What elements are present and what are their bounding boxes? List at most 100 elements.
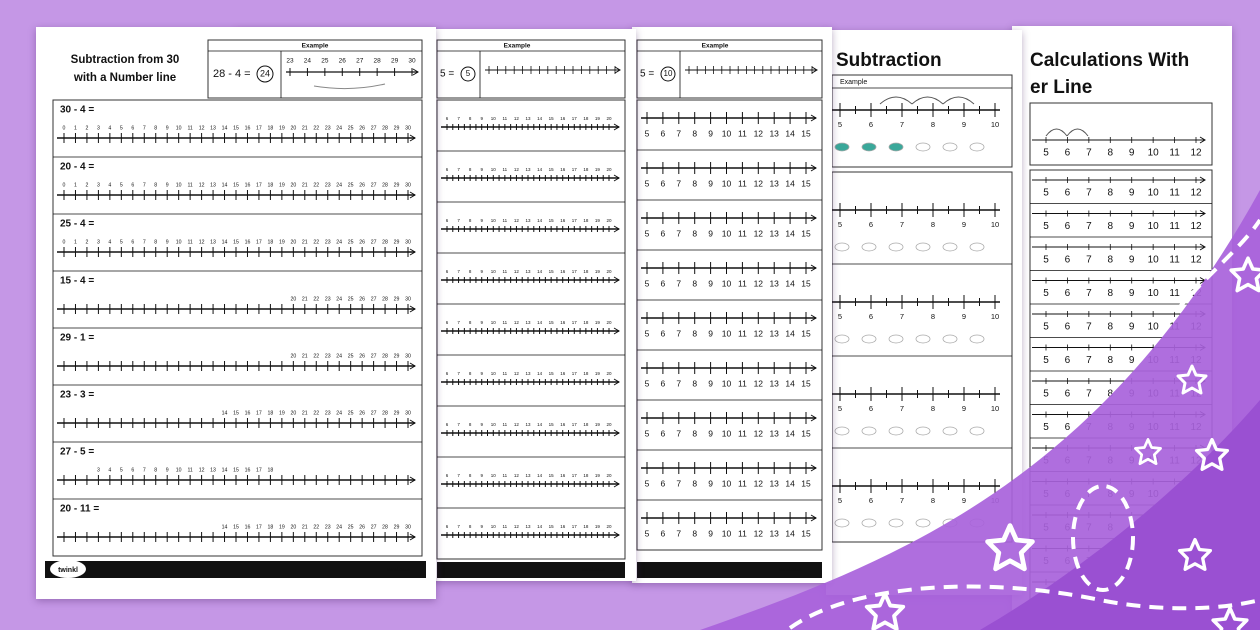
arrow xyxy=(409,533,416,541)
text: 14 xyxy=(537,422,543,427)
text: 9 xyxy=(708,328,713,338)
text: 20 xyxy=(290,353,296,359)
text: 9 xyxy=(480,269,483,274)
text: 30 xyxy=(405,410,411,416)
hop-arc xyxy=(313,83,386,90)
text: 16 xyxy=(560,473,566,478)
text: 8 xyxy=(469,524,472,529)
text: 10 xyxy=(491,473,497,478)
text: 9 xyxy=(962,120,966,129)
text: 17 xyxy=(572,524,578,529)
text: 25 xyxy=(321,58,329,65)
text: 25 xyxy=(348,296,354,302)
text: 19 xyxy=(279,125,285,131)
text: 10 xyxy=(722,178,732,188)
text: 20 xyxy=(606,371,612,376)
text: 22 xyxy=(313,239,319,245)
text: 5 xyxy=(645,178,650,188)
text: 29 xyxy=(394,410,400,416)
text: twinkl.co.uk xyxy=(387,567,411,572)
text: 6 xyxy=(446,269,449,274)
text: 11 xyxy=(738,228,747,238)
text: 23 xyxy=(325,239,331,245)
text: 18 xyxy=(268,524,274,530)
text: 10 xyxy=(991,404,999,413)
text: 17 xyxy=(572,473,578,478)
text: 22 xyxy=(313,524,319,530)
text: 6 xyxy=(1065,355,1071,366)
text: 11 xyxy=(503,320,508,325)
arrow xyxy=(1199,136,1206,144)
text: 29 xyxy=(394,125,400,131)
text: 2 xyxy=(85,239,88,245)
text: 15 xyxy=(549,218,555,223)
text: 19 xyxy=(279,239,285,245)
text: 7 xyxy=(676,228,681,238)
hop-arc xyxy=(911,96,944,105)
text: 12 xyxy=(754,428,764,438)
arrow xyxy=(613,225,620,233)
arrow xyxy=(412,68,419,76)
text: 7 xyxy=(457,320,460,325)
text: 7 xyxy=(1086,221,1092,232)
text: 10 xyxy=(722,228,732,238)
text: 6 xyxy=(446,218,449,223)
text: 30 xyxy=(405,296,411,302)
sweet-icon xyxy=(915,518,931,528)
text: 5 xyxy=(120,239,123,245)
text: 24 xyxy=(336,353,342,359)
sweet-icon xyxy=(861,242,877,252)
arrow xyxy=(810,264,817,272)
text: 7 xyxy=(457,116,460,121)
text: 14 xyxy=(537,218,543,223)
footer-bar xyxy=(637,562,822,578)
sweet-icon xyxy=(942,334,958,344)
text: 18 xyxy=(583,116,589,121)
hop-arc xyxy=(942,96,975,105)
text: 30 xyxy=(405,524,411,530)
text: 6 xyxy=(131,467,134,473)
text: 11 xyxy=(738,528,747,538)
arrow xyxy=(613,123,620,131)
text: 8 xyxy=(1108,355,1114,366)
text: with a Number line xyxy=(73,72,176,84)
text: 10 xyxy=(1148,255,1160,266)
sweet-icon xyxy=(888,334,904,344)
text: 1 xyxy=(74,239,77,245)
text: 25 - 4 = xyxy=(60,219,94,230)
text: 17 xyxy=(256,524,262,530)
text: 13 xyxy=(210,125,216,131)
text: 11 xyxy=(503,422,508,427)
text: 8 xyxy=(692,178,697,188)
text: 11 xyxy=(738,478,747,488)
text: 6 xyxy=(446,473,449,478)
text: 13 xyxy=(769,228,779,238)
text: 1 xyxy=(74,125,77,131)
text: 6 xyxy=(131,182,134,188)
text: 23 xyxy=(325,524,331,530)
text: 0 xyxy=(63,239,66,245)
text: 6 xyxy=(1065,148,1071,159)
text: 17 xyxy=(256,182,262,188)
text: 15 xyxy=(233,182,239,188)
text: 11 xyxy=(738,378,747,388)
text: 10 xyxy=(722,128,732,138)
text: 12 xyxy=(199,125,205,131)
text: 20 - 4 = xyxy=(60,162,94,173)
example-box xyxy=(636,39,823,99)
text: 10 xyxy=(1148,188,1160,199)
text: 8 xyxy=(1108,221,1114,232)
text: 16 xyxy=(560,269,566,274)
text: 11 xyxy=(503,473,508,478)
text: 14 xyxy=(537,116,543,121)
text: 14 xyxy=(222,182,228,188)
text: 8 xyxy=(469,473,472,478)
text: 13 xyxy=(525,422,531,427)
text: 10 xyxy=(491,320,497,325)
text: 18 xyxy=(583,371,589,376)
text: 8 xyxy=(1108,148,1114,159)
text: 25 xyxy=(348,125,354,131)
text: 5 xyxy=(838,312,842,321)
text: 8 xyxy=(154,125,157,131)
